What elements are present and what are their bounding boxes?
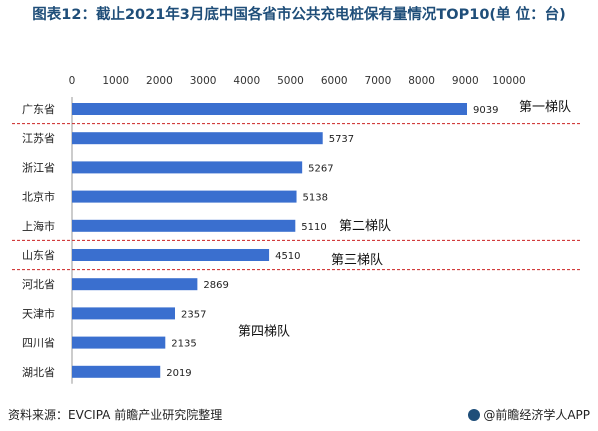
category-label: 河北省 [22, 278, 55, 291]
value-label: 2357 [181, 309, 206, 320]
tier-annotation: 第一梯队 [519, 100, 571, 115]
value-label: 2019 [166, 368, 191, 379]
category-label: 浙江省 [22, 161, 55, 174]
category-label: 山东省 [22, 249, 55, 262]
value-label: 5110 [301, 222, 326, 233]
tier-annotation: 第二梯队 [339, 219, 391, 234]
brand-credit: @前瞻经济学人APP [468, 406, 590, 423]
bar [72, 249, 270, 261]
bar [72, 278, 198, 291]
x-tick-label: 9000 [452, 75, 479, 87]
tier-annotation: 第三梯队 [331, 253, 383, 268]
source-note: 资料来源：EVCIPA 前瞻产业研究院整理 [8, 408, 223, 422]
x-tick-label: 6000 [321, 75, 348, 87]
chart-title: 图表12：截止2021年3月底中国各省市公共充电桩保有量情况TOP10(单 位：… [32, 7, 566, 23]
x-tick-label: 4000 [233, 75, 260, 87]
category-label: 湖北省 [22, 366, 55, 379]
bar [72, 307, 176, 320]
value-label: 5267 [308, 163, 333, 174]
brand-logo-icon [468, 409, 481, 421]
bar [72, 336, 166, 349]
value-label: 9039 [473, 105, 498, 116]
x-tick-label: 2000 [146, 75, 173, 87]
brand-credit-text: @前瞻经济学人APP [483, 408, 590, 422]
value-label: 2135 [171, 339, 196, 350]
bar [72, 161, 303, 174]
value-label: 5737 [329, 134, 354, 145]
tier-annotation: 第四梯队 [238, 324, 290, 339]
category-label: 上海市 [22, 219, 55, 233]
x-tick-label: 5000 [277, 75, 304, 87]
category-label: 广东省 [22, 103, 55, 116]
category-label: 江苏省 [22, 132, 55, 145]
bar [72, 103, 468, 115]
bar [72, 219, 296, 232]
category-label: 北京市 [22, 190, 55, 204]
category-label: 四川省 [22, 337, 55, 350]
bar [72, 365, 161, 378]
bar [72, 132, 323, 145]
bar [72, 190, 297, 203]
value-label: 2869 [203, 280, 228, 291]
x-tick-label: 0 [69, 75, 76, 87]
value-label: 5138 [303, 193, 328, 204]
x-tick-label: 8000 [408, 75, 435, 87]
x-tick-label: 3000 [190, 75, 217, 87]
value-label: 4510 [275, 251, 300, 262]
x-tick-label: 7000 [365, 75, 392, 87]
x-tick-label: 1000 [102, 75, 129, 87]
x-tick-label: 10000 [492, 75, 525, 87]
category-label: 天津市 [22, 306, 55, 320]
